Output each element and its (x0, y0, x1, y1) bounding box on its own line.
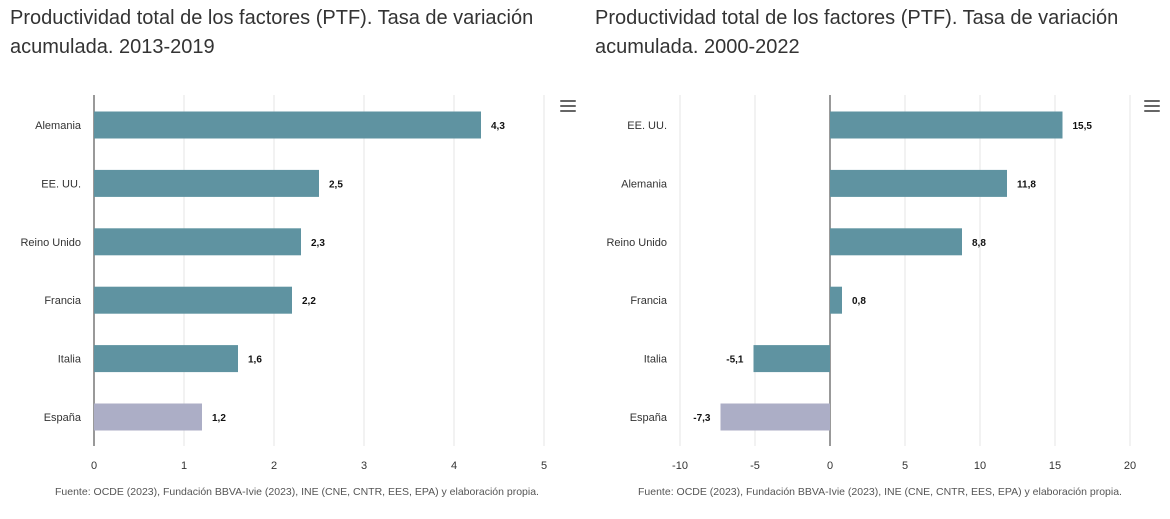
bar (830, 111, 1063, 139)
bar (94, 111, 481, 139)
category-label: Reino Unido (20, 237, 81, 249)
x-tick-label: 0 (91, 460, 97, 472)
data-label: 1,2 (212, 413, 226, 424)
data-label: 11,8 (1017, 179, 1036, 190)
category-label: Alemania (621, 178, 668, 190)
category-label: Reino Unido (606, 237, 667, 249)
x-tick-label: 2 (271, 460, 277, 472)
x-tick-label: -5 (750, 460, 760, 472)
data-label: -5,1 (726, 355, 744, 366)
category-label: Francia (44, 295, 82, 307)
category-label: EE. UU. (41, 178, 81, 190)
data-label: -7,3 (693, 413, 711, 424)
data-label: 2,3 (311, 238, 325, 249)
x-tick-label: 0 (827, 460, 833, 472)
chart-title: Productividad total de los factores (PTF… (10, 7, 534, 58)
chart-panel-left: Productividad total de los factores (PTF… (10, 7, 576, 498)
data-label: 2,2 (302, 296, 316, 307)
x-tick-label: 3 (361, 460, 367, 472)
bar-chart-2000-2022: -10 -5 0 5 10 15 20 EE. UU. 15,5 Alemania 11,8 Rein… (606, 95, 1136, 472)
data-label: 15,5 (1073, 121, 1093, 132)
data-label: 1,6 (248, 355, 262, 366)
bar (830, 228, 962, 256)
chart-title: Productividad total de los factores (PTF… (595, 7, 1119, 58)
x-tick-label: 5 (902, 460, 908, 472)
category-label: Francia (630, 295, 668, 307)
bar (94, 403, 202, 431)
data-label: 8,8 (972, 238, 986, 249)
bar (94, 228, 301, 256)
category-label: Alemania (35, 120, 82, 132)
data-label: 4,3 (491, 121, 505, 132)
category-label: Italia (644, 354, 668, 366)
x-tick-label: 15 (1049, 460, 1061, 472)
bar (94, 169, 319, 197)
category-label: Italia (58, 354, 82, 366)
source-note: Fuente: OCDE (2023), Fundación BBVA-Ivie… (638, 486, 1122, 498)
bar (94, 345, 238, 373)
x-tick-label: 10 (974, 460, 986, 472)
hamburger-menu-icon[interactable] (1144, 100, 1160, 114)
data-label: 2,5 (329, 179, 343, 190)
bar (830, 286, 842, 314)
x-tick-label: 4 (451, 460, 457, 472)
bar (753, 345, 830, 373)
x-tick-label: 20 (1124, 460, 1136, 472)
bar (830, 169, 1007, 197)
bar (720, 403, 830, 431)
hamburger-menu-icon[interactable] (560, 100, 576, 114)
x-tick-label: -10 (672, 460, 688, 472)
data-label: 0,8 (852, 296, 866, 307)
x-tick-label: 1 (181, 460, 187, 472)
chart-panel-right: Productividad total de los factores (PTF… (585, 0, 1170, 519)
bar (94, 286, 292, 314)
x-tick-label: 5 (541, 460, 547, 472)
source-note: Fuente: OCDE (2023), Fundación BBVA-Ivie… (55, 486, 539, 498)
bar-chart-2013-2019: 0 1 2 3 4 5 Alemania 4,3 EE. UU. 2,5 Reino Unido 2,… (20, 95, 547, 472)
category-label: España (630, 412, 668, 424)
category-label: EE. UU. (627, 120, 667, 132)
category-label: España (44, 412, 82, 424)
